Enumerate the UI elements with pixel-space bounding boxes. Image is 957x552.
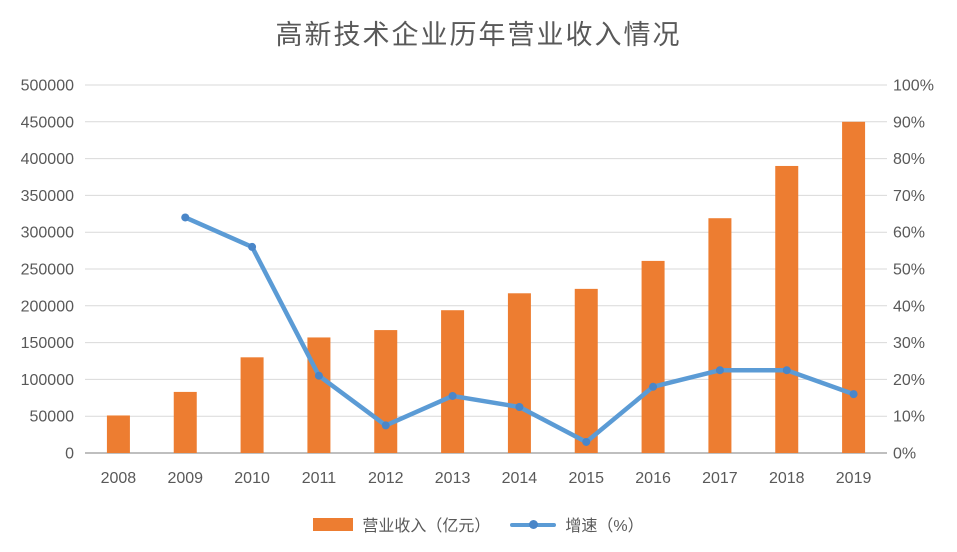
bar-swatch-icon <box>313 517 354 531</box>
x-axis-label-2011: 2011 <box>302 470 337 487</box>
right-axis-tick: 40% <box>893 298 925 315</box>
growth-line-marker <box>248 242 257 251</box>
x-axis-label-2019: 2019 <box>836 470 872 487</box>
bar-2014 <box>507 293 531 453</box>
bar-2009 <box>173 391 197 453</box>
right-axis-tick: 20% <box>893 372 925 389</box>
x-axis-label-2010: 2010 <box>234 470 270 487</box>
bar-2010 <box>240 357 264 453</box>
bar-2016 <box>641 260 665 453</box>
right-axis-tick: 100% <box>893 78 934 95</box>
x-axis-label-2015: 2015 <box>568 470 604 487</box>
left-axis-tick: 0 <box>65 446 74 463</box>
right-axis-tick: 80% <box>893 151 925 168</box>
right-axis-tick: 60% <box>893 225 925 242</box>
left-axis-tick: 100000 <box>21 372 74 389</box>
right-axis-tick: 0% <box>893 446 916 463</box>
legend-growth-label: 增速（%） <box>565 518 644 535</box>
x-axis-label-2012: 2012 <box>368 470 404 487</box>
bar-2013 <box>441 310 465 453</box>
bar-2015 <box>574 288 598 453</box>
x-axis-label-2016: 2016 <box>635 470 671 487</box>
bar-2008 <box>106 415 130 453</box>
left-axis-tick: 150000 <box>21 335 74 352</box>
left-axis-tick: 50000 <box>30 409 75 426</box>
growth-line-marker <box>515 403 524 411</box>
left-axis-tick: 400000 <box>21 151 74 168</box>
left-axis-tick: 350000 <box>21 188 74 205</box>
bar-2012 <box>374 330 398 453</box>
legend-item-revenue: 营业收入（亿元） <box>313 512 490 536</box>
legend-revenue-label: 营业收入（亿元） <box>362 518 491 535</box>
chart-title: 高新技术企业历年营业收入情况 <box>275 20 682 50</box>
right-axis-tick: 50% <box>893 262 925 279</box>
line-swatch-icon <box>510 518 557 531</box>
growth-line-marker <box>649 382 658 391</box>
growth-line-marker <box>314 371 323 380</box>
growth-line-marker <box>715 366 724 375</box>
right-axis-tick: 30% <box>893 335 925 352</box>
growth-line-marker <box>782 366 791 375</box>
x-axis-label-2017: 2017 <box>702 470 738 487</box>
bar-2011 <box>307 337 331 453</box>
legend-item-growth: 增速（%） <box>510 512 644 536</box>
right-axis-tick: 70% <box>893 188 925 205</box>
bar-2019 <box>842 121 866 454</box>
left-axis-tick: 450000 <box>21 114 74 131</box>
right-axis-tick: 90% <box>893 114 925 131</box>
right-axis-tick: 10% <box>893 409 925 426</box>
x-axis-label-2018: 2018 <box>769 470 805 487</box>
growth-line-marker <box>849 390 858 399</box>
left-axis-tick: 500000 <box>21 78 74 95</box>
x-axis-label-2008: 2008 <box>101 470 137 487</box>
left-axis-tick: 200000 <box>21 298 74 315</box>
growth-line-marker <box>181 213 190 222</box>
x-axis-label-2014: 2014 <box>502 470 538 487</box>
bar-2017 <box>708 218 732 453</box>
x-axis-label-2013: 2013 <box>435 470 471 487</box>
bar-2018 <box>775 165 799 453</box>
x-axis-label-2009: 2009 <box>167 470 203 487</box>
left-axis-tick: 300000 <box>21 225 74 242</box>
growth-line-marker <box>448 391 457 400</box>
chart-legend: 营业收入（亿元） 增速（%） <box>0 512 957 536</box>
growth-line-marker <box>582 437 591 446</box>
growth-line-marker <box>381 421 390 430</box>
left-axis-tick: 250000 <box>21 262 74 279</box>
